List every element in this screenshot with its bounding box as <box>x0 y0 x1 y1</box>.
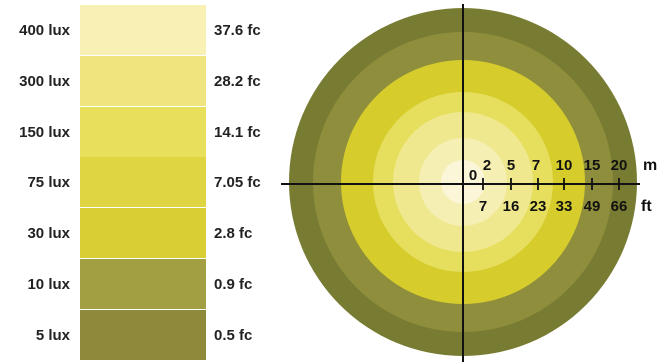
footcandle-label: 0.9 fc <box>214 276 253 293</box>
legend-color-band <box>80 55 206 106</box>
feet-tick-label: 66 <box>611 198 628 215</box>
lux-label: 300 lux <box>19 72 70 90</box>
feet-tick-label: 49 <box>584 198 601 215</box>
footcandle-label: 14.1 fc <box>214 123 261 141</box>
feet-tick-label: 23 <box>530 198 547 215</box>
meter-tick-label: 0 <box>469 167 477 184</box>
footcandle-label: 37.6 fc <box>214 22 261 39</box>
feet-tick-label: 7 <box>479 198 487 215</box>
legend-color-band <box>80 259 206 309</box>
lux-label: 5 lux <box>35 326 70 344</box>
legend-color-band <box>80 309 206 360</box>
meter-tick-label: 5 <box>507 157 515 174</box>
meter-tick-label: 20 <box>611 157 628 174</box>
footcandle-label: 0.5 fc <box>214 326 253 344</box>
legend-color-band <box>80 208 206 259</box>
footcandle-label: 7.05 fc <box>214 174 261 192</box>
lux-label: 10 lux <box>27 276 70 293</box>
legend-color-band <box>80 106 206 157</box>
meter-tick-label: 10 <box>556 157 573 174</box>
feet-tick-label: 16 <box>503 198 520 215</box>
illuminance-legend: 400 lux 37.6 fc 300 lux 28.2 fc 150 lux 14.1 … <box>0 0 290 363</box>
feet-tick-label: 33 <box>556 198 573 215</box>
legend-color-band <box>80 157 206 208</box>
lux-label: 150 lux <box>19 123 70 141</box>
meter-tick-label: 15 <box>584 157 601 174</box>
footcandle-label: 2.8 fc <box>214 225 253 243</box>
distance-scale: 02 5 7 10 15 207 16 23 33 49 66 <box>469 157 628 215</box>
feet-unit-label: ft <box>641 198 652 215</box>
footcandle-label: 28.2 fc <box>214 72 261 90</box>
lux-label: 400 lux <box>19 22 70 39</box>
lux-label: 75 lux <box>27 174 70 192</box>
meter-tick-label: 2 <box>483 157 491 174</box>
meter-unit-label: m <box>643 157 657 174</box>
meter-tick-label: 7 <box>532 157 540 174</box>
lux-label: 30 lux <box>27 225 70 243</box>
legend-color-band <box>80 5 206 55</box>
